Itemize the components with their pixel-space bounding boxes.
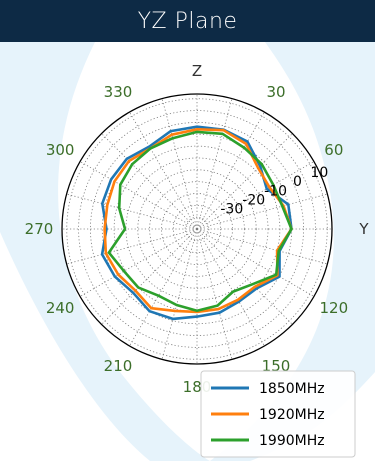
- legend-label: 1920MHz: [259, 407, 325, 423]
- angle-tick-label: 150: [262, 357, 291, 375]
- radial-gridline: [66, 98, 328, 360]
- angle-tick-label: 240: [46, 299, 75, 317]
- angle-gridline: [196, 228, 315, 297]
- y-axis-label: Y: [358, 220, 369, 238]
- radial-tick-label: -30: [220, 201, 243, 217]
- angle-gridline: [196, 161, 315, 230]
- z-axis-label: Z: [192, 62, 202, 80]
- angle-gridline: [66, 228, 198, 265]
- angle-gridline: [196, 228, 328, 265]
- angle-gridline: [196, 133, 293, 230]
- angle-tick-label: 30: [266, 83, 285, 101]
- radial-tick-label: 0: [293, 174, 302, 190]
- radial-gridline: [184, 216, 210, 242]
- background-swoosh-right: [210, 42, 375, 461]
- angle-tick-label: 300: [46, 141, 75, 159]
- angle-gridline: [101, 228, 198, 325]
- radial-tick-label: -10: [264, 183, 287, 199]
- angle-gridline: [79, 228, 198, 297]
- angle-gridline: [129, 228, 198, 347]
- radial-tick-label: -20: [242, 192, 265, 208]
- angle-tick-label: 120: [320, 299, 349, 317]
- legend: 1850MHz 1920MHz 1990MHz: [200, 370, 356, 458]
- series-line-1990MHz: [107, 130, 293, 312]
- label-layer: 3060120150180210240270300330ZY-30-20-100…: [25, 62, 370, 396]
- legend-box: [200, 370, 356, 458]
- series-line-1850MHz: [100, 125, 293, 321]
- radial-gridline: [161, 193, 233, 265]
- plot-frame: [61, 93, 333, 365]
- angle-tick-label: 60: [324, 141, 343, 159]
- radial-tick-label: 10: [310, 165, 328, 181]
- background-decoration: [0, 42, 375, 461]
- angle-tick-label: 210: [104, 357, 133, 375]
- angle-gridline: [101, 133, 198, 230]
- angle-gridline: [161, 228, 198, 360]
- angle-gridline: [196, 193, 328, 230]
- angle-gridline: [196, 228, 265, 347]
- angle-gridline: [66, 193, 198, 230]
- angle-tick-label: 270: [25, 220, 54, 238]
- page-title: YZ Plane: [137, 8, 238, 34]
- title-bar: YZ Plane: [0, 0, 375, 42]
- angle-gridline: [196, 228, 233, 360]
- angle-gridline: [161, 98, 198, 230]
- legend-label: 1850MHz: [259, 381, 325, 397]
- angle-gridline: [79, 161, 198, 230]
- angle-gridline: [129, 111, 198, 230]
- angle-gridline: [196, 228, 293, 325]
- series-layer: [100, 125, 293, 321]
- legend-label: 1990MHz: [259, 433, 325, 449]
- angle-tick-label: 330: [104, 83, 133, 101]
- radial-gridline: [90, 122, 304, 336]
- radial-gridline: [125, 157, 269, 301]
- angle-gridline: [196, 111, 265, 230]
- radial-gridline: [78, 110, 316, 348]
- radial-gridline: [172, 204, 222, 254]
- background-swoosh-left: [0, 42, 210, 461]
- radial-gridline: [137, 169, 257, 289]
- radial-gridline: [149, 181, 245, 277]
- angle-gridline: [196, 98, 233, 230]
